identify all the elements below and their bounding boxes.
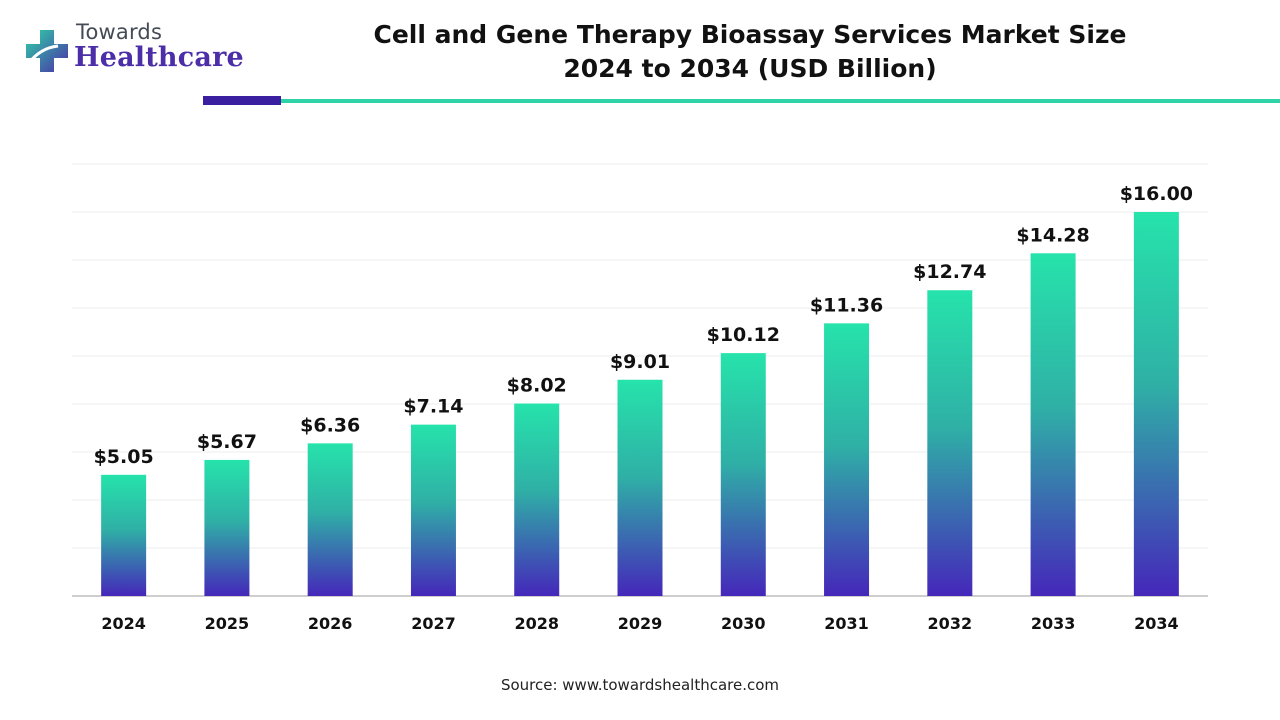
x-tick-2027: 2027 (411, 614, 456, 633)
data-label-2027: $7.14 (403, 396, 463, 418)
source-note: Source: www.towardshealthcare.com (500, 676, 780, 694)
data-label-2034: $16.00 (1120, 183, 1193, 205)
bar-2029 (617, 379, 663, 596)
chart-title-line1: Cell and Gene Therapy Bioassay Services … (373, 20, 1127, 49)
bar-2030 (720, 353, 766, 596)
x-tick-2025: 2025 (205, 614, 250, 633)
data-label-2030: $10.12 (707, 324, 780, 346)
medical-cross-icon (26, 30, 68, 72)
x-tick-2030: 2030 (721, 614, 766, 633)
bar-2033 (1030, 253, 1076, 596)
x-tick-2031: 2031 (824, 614, 869, 633)
bar-2031 (824, 323, 870, 596)
x-tick-2026: 2026 (308, 614, 353, 633)
data-label-2031: $11.36 (810, 294, 883, 316)
x-tick-2024: 2024 (101, 614, 146, 633)
brand-logo: Towards Healthcare (22, 20, 252, 86)
data-label-2029: $9.01 (610, 351, 670, 373)
x-tick-2032: 2032 (928, 614, 973, 633)
x-tick-2034: 2034 (1134, 614, 1179, 633)
data-label-2024: $5.05 (94, 446, 154, 468)
data-label-2026: $6.36 (300, 414, 360, 436)
bar-2024 (101, 474, 147, 596)
header-rule (281, 99, 1280, 103)
bar-2028 (514, 403, 560, 596)
chart-title-line2: 2024 to 2034 (USD Billion) (563, 54, 937, 83)
data-label-2028: $8.02 (507, 375, 567, 397)
bar-2026 (307, 443, 353, 596)
brand-name-top: Towards (76, 20, 163, 44)
data-label-2033: $14.28 (1016, 224, 1089, 246)
x-tick-2028: 2028 (514, 614, 559, 633)
bar-2027 (410, 424, 456, 596)
data-label-2025: $5.67 (197, 431, 257, 453)
bar-2034 (1133, 212, 1179, 596)
chart-title: Cell and Gene Therapy Bioassay Services … (300, 18, 1200, 86)
header-rule-accent (203, 96, 281, 105)
x-tick-2029: 2029 (618, 614, 663, 633)
data-label-2032: $12.74 (913, 261, 986, 283)
brand-name-bottom: Healthcare (74, 42, 244, 73)
x-tick-2033: 2033 (1031, 614, 1076, 633)
bar-2025 (204, 459, 250, 596)
bar-2032 (927, 290, 973, 596)
